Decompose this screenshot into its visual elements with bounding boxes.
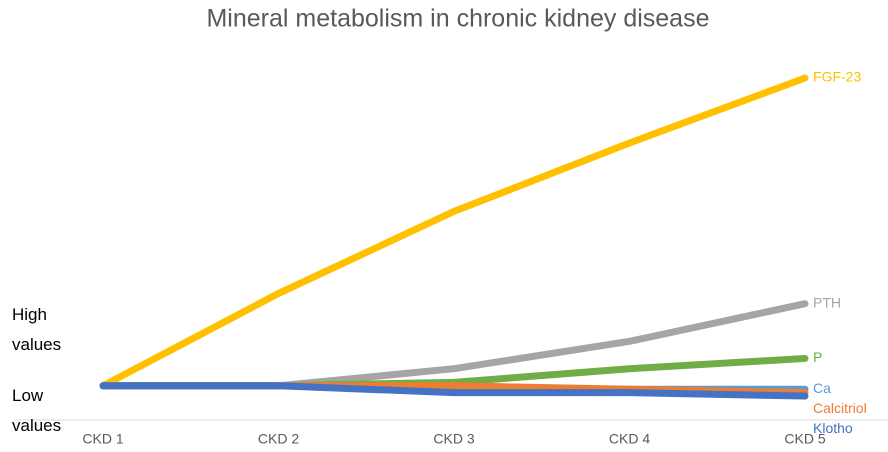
y-high-label: High values xyxy=(12,305,62,354)
series-line xyxy=(99,300,809,390)
series-label: Calcitriol xyxy=(813,400,867,416)
series-line xyxy=(99,74,809,390)
series-label: P xyxy=(813,349,822,365)
series-label: Klotho xyxy=(813,420,853,436)
x-tick-label: CKD 3 xyxy=(433,431,474,447)
x-tick-label: CKD 1 xyxy=(82,431,123,447)
series-label: PTH xyxy=(813,294,841,310)
chart-title: Mineral metabolism in chronic kidney dis… xyxy=(206,5,709,33)
series-label: Ca xyxy=(813,380,831,396)
x-tick-label: CKD 5 xyxy=(784,431,825,447)
series-label: FGF-23 xyxy=(813,69,861,85)
x-tick-label: CKD 2 xyxy=(258,431,299,447)
x-tick-label: CKD 4 xyxy=(609,431,650,447)
y-low-label: Low values xyxy=(12,386,62,435)
series-line xyxy=(99,382,809,400)
